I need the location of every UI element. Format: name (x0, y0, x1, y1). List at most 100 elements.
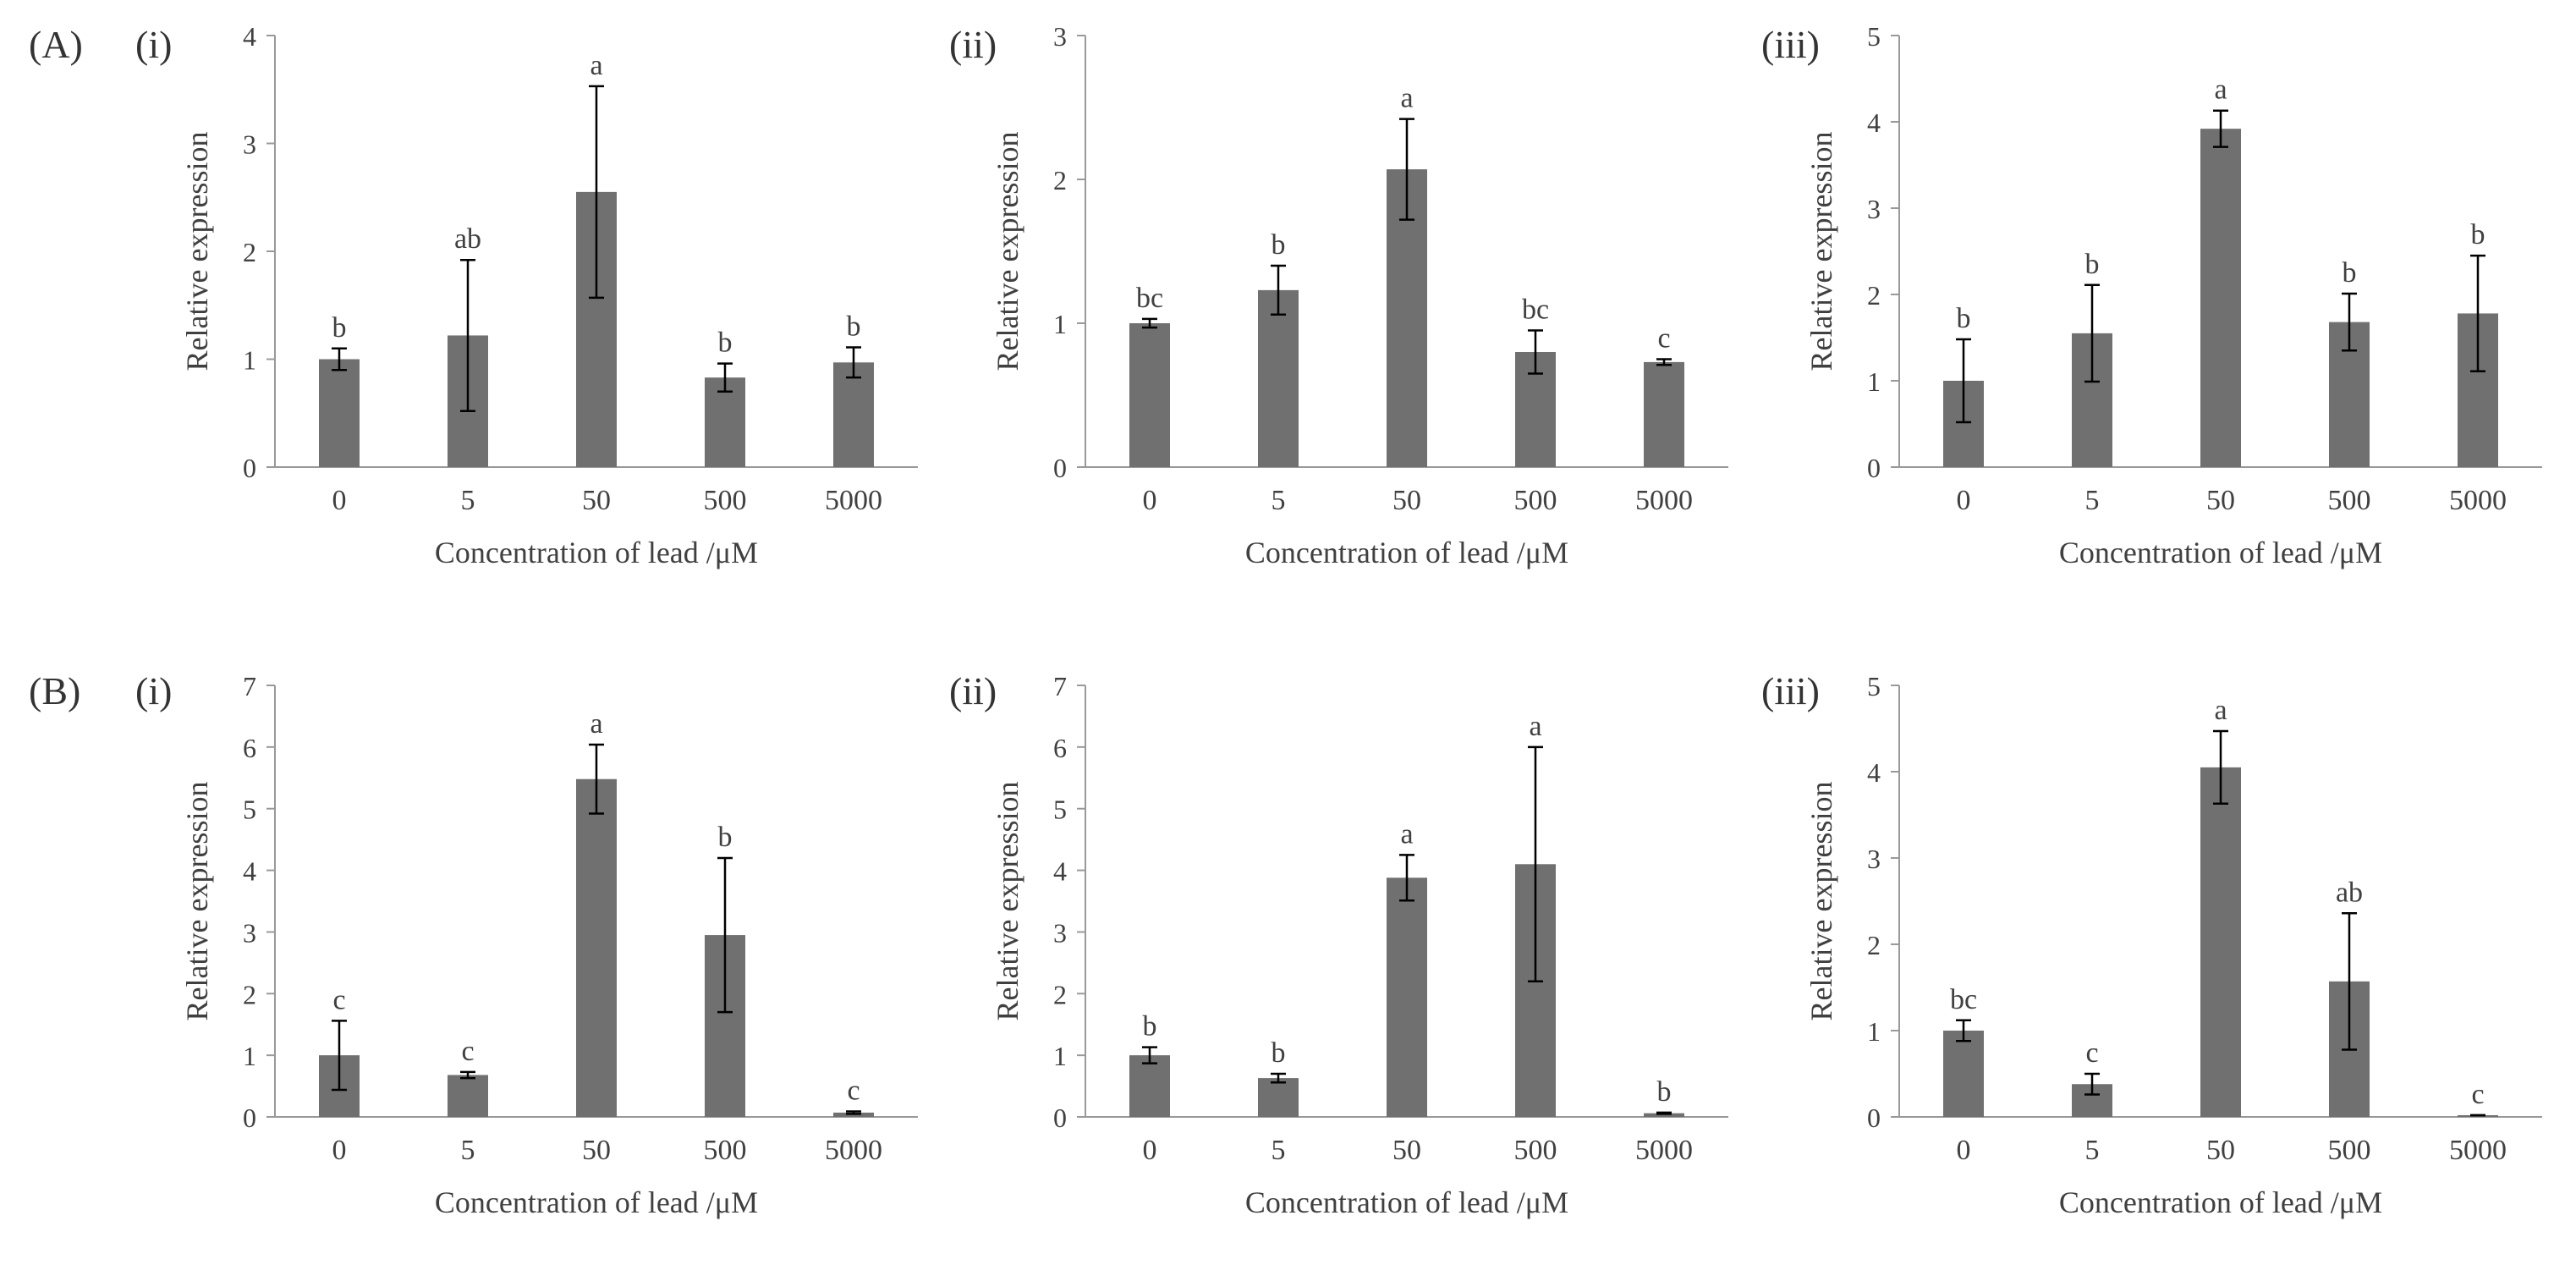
chart-b-iii-significance-label: a (2214, 695, 2227, 726)
chart-b-ii-y-tick-label: 3 (1053, 917, 1067, 948)
chart-a-i-y-tick-label: 1 (243, 345, 256, 376)
chart-b-i-y-axis-title: Relative expression (180, 782, 214, 1021)
chart-a-ii-significance-label: c (1657, 323, 1670, 355)
panel-label-a-ii: (ii) (949, 23, 997, 66)
chart-a-i-x-tick-label: 500 (704, 485, 747, 516)
chart-a-i-significance-label: a (590, 50, 602, 81)
chart-a-ii-y-tick-label: 1 (1053, 309, 1067, 339)
chart-b-iii-y-tick-label: 5 (1867, 671, 1881, 701)
chart-b-iii-x-axis-title: Concentration of lead /μM (2059, 1185, 2382, 1219)
chart-a-iii-y-tick-label: 1 (1867, 366, 1881, 397)
chart-b-i-y-tick-label: 5 (243, 795, 256, 825)
chart-b-iii-x-tick-label: 500 (2328, 1135, 2371, 1166)
chart-b-i-y-tick-label: 1 (243, 1041, 256, 1071)
chart-b-iii-significance-label: bc (1950, 984, 1977, 1015)
chart-a-iii-significance-label: b (2343, 257, 2357, 289)
chart-b-ii-y-tick-label: 1 (1053, 1041, 1067, 1071)
chart-a-i-y-tick-label: 4 (243, 21, 256, 52)
chart-a-i-significance-label: b (847, 311, 861, 342)
chart-a-ii-y-tick-label: 0 (1053, 453, 1067, 483)
chart-b-i-y-tick-label: 4 (243, 856, 256, 887)
chart-b-ii-y-tick-label: 0 (1053, 1103, 1067, 1133)
chart-b-ii-significance-label: b (1272, 1037, 1286, 1069)
chart-a-ii-x-axis-title: Concentration of lead /μM (1245, 536, 1568, 569)
chart-a-iii-y-tick-label: 2 (1867, 280, 1881, 311)
chart-b-iii-significance-label: ab (2336, 877, 2363, 908)
chart-b-iii-y-tick-label: 0 (1867, 1103, 1881, 1133)
chart-a-ii-bar (1258, 289, 1299, 467)
chart-a-ii-x-tick-label: 500 (1514, 485, 1557, 516)
chart-a-ii-significance-label: bc (1522, 294, 1549, 326)
chart-a-iii-y-tick-label: 4 (1867, 107, 1881, 138)
chart-a-iii-x-axis-title: Concentration of lead /μM (2059, 536, 2382, 569)
chart-a-iii-y-tick-label: 5 (1867, 21, 1881, 52)
chart-b-iii-y-tick-label: 4 (1867, 757, 1881, 788)
chart-a-iii-y-tick-label: 3 (1867, 194, 1881, 224)
chart-a-i-y-tick-label: 3 (243, 129, 256, 160)
chart-b-iii-y-tick-label: 3 (1867, 844, 1881, 874)
chart-a-i-bar (833, 362, 874, 467)
chart-b-i-y-tick-label: 2 (243, 979, 256, 1009)
chart-b-ii-y-tick-label: 5 (1053, 795, 1067, 825)
chart-b-i-x-tick-label: 0 (332, 1135, 347, 1166)
chart-b-ii-x-tick-label: 50 (1392, 1135, 1421, 1166)
row-label-a: (A) (29, 23, 83, 66)
row-label-b: (B) (29, 669, 81, 712)
chart-b-iii-y-axis-title: Relative expression (1804, 782, 1838, 1021)
chart-a-iii-significance-label: a (2214, 74, 2227, 106)
chart-a-iii-x-tick-label: 0 (1957, 485, 1971, 516)
chart-b-i-x-tick-label: 5 (461, 1135, 475, 1166)
chart-a-iii-bar (2200, 129, 2241, 467)
chart-a-i-x-tick-label: 5000 (825, 485, 882, 516)
panel-label-a-iii: (iii) (1761, 23, 1820, 66)
chart-b-i-significance-label: a (590, 708, 602, 740)
chart-b-ii-x-tick-label: 500 (1514, 1135, 1557, 1166)
chart-b-ii-y-tick-label: 4 (1053, 856, 1067, 887)
chart-b-iii-bar (2200, 767, 2241, 1117)
chart-a-ii-bar (1129, 323, 1170, 467)
chart-b-i-x-axis-title: Concentration of lead /μM (435, 1185, 758, 1219)
chart-a-iii-x-tick-label: 500 (2328, 485, 2371, 516)
chart-b-ii-bar (1129, 1055, 1170, 1117)
chart-a-i-bar (319, 359, 360, 467)
chart-a-i-x-tick-label: 50 (582, 485, 611, 516)
chart-b-iii-x-tick-label: 50 (2206, 1135, 2235, 1166)
chart-b-ii-y-tick-label: 2 (1053, 979, 1067, 1009)
chart-a-i-x-tick-label: 5 (461, 485, 475, 516)
chart-b-i-bar (448, 1075, 488, 1117)
chart-b-ii-x-tick-label: 5000 (1635, 1135, 1693, 1166)
chart-b-iii-x-tick-label: 5000 (2449, 1135, 2507, 1166)
chart-b-ii-significance-label: b (1657, 1076, 1672, 1108)
chart-b-iii-significance-label: c (2471, 1079, 2484, 1110)
chart-b-iii-y-tick-label: 1 (1867, 1016, 1881, 1047)
chart-a-i-significance-label: ab (454, 223, 481, 255)
chart-b-ii-bar (1258, 1078, 1299, 1117)
chart-b-ii-x-tick-label: 5 (1272, 1135, 1286, 1166)
chart-b-i-x-tick-label: 50 (582, 1135, 611, 1166)
chart-a-i-significance-label: b (718, 327, 733, 359)
chart-b-ii-significance-label: a (1400, 818, 1413, 850)
chart-a-i-y-tick-label: 0 (243, 453, 256, 483)
chart-b-i-significance-label: c (332, 984, 345, 1015)
chart-b-ii-significance-label: b (1143, 1011, 1157, 1042)
chart-b-i-y-tick-label: 3 (243, 917, 256, 948)
chart-a-ii-y-axis-title: Relative expression (991, 132, 1024, 371)
chart-a-iii-x-tick-label: 50 (2206, 485, 2235, 516)
chart-b-ii-bar (1644, 1113, 1684, 1117)
chart-a-ii-bar (1644, 361, 1684, 467)
chart-a-ii-x-tick-label: 50 (1392, 485, 1421, 516)
chart-b-i-x-tick-label: 5000 (825, 1135, 882, 1166)
chart-b-i-y-tick-label: 6 (243, 733, 256, 763)
chart-a-i-y-axis-title: Relative expression (180, 132, 214, 371)
chart-a-iii-significance-label: b (2085, 249, 2100, 280)
chart-b-i-x-tick-label: 500 (704, 1135, 747, 1166)
panel-label-b-ii: (ii) (949, 669, 997, 712)
chart-b-i-y-tick-label: 0 (243, 1103, 256, 1133)
chart-b-iii-y-tick-label: 2 (1867, 930, 1881, 960)
chart-b-ii-y-tick-label: 6 (1053, 733, 1067, 763)
chart-a-ii-y-tick-label: 2 (1053, 165, 1067, 195)
chart-b-iii-x-tick-label: 0 (1957, 1135, 1971, 1166)
chart-a-iii-y-axis-title: Relative expression (1804, 132, 1838, 371)
chart-a-i-x-axis-title: Concentration of lead /μM (435, 536, 758, 569)
